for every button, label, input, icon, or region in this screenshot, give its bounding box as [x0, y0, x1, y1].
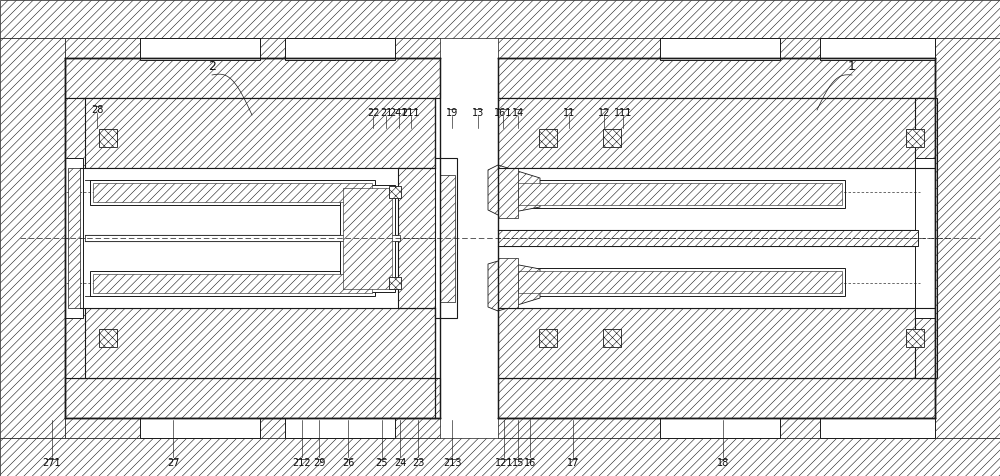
Polygon shape: [906, 129, 924, 147]
Polygon shape: [99, 129, 117, 147]
Polygon shape: [90, 271, 375, 296]
Text: 23: 23: [412, 458, 424, 468]
Polygon shape: [99, 329, 117, 347]
Polygon shape: [915, 98, 937, 378]
Polygon shape: [498, 38, 935, 60]
Text: 27: 27: [167, 458, 179, 468]
Polygon shape: [498, 258, 518, 308]
Text: 28: 28: [91, 105, 103, 115]
Polygon shape: [0, 0, 1000, 38]
Text: 241: 241: [390, 108, 408, 118]
Polygon shape: [435, 158, 457, 318]
Polygon shape: [515, 268, 845, 296]
Text: 16: 16: [524, 458, 536, 468]
Text: 15: 15: [512, 458, 524, 468]
Polygon shape: [498, 378, 935, 418]
Polygon shape: [90, 180, 375, 205]
Polygon shape: [65, 418, 440, 438]
Polygon shape: [80, 308, 435, 378]
Polygon shape: [93, 274, 372, 293]
Polygon shape: [80, 168, 400, 308]
Text: 14: 14: [512, 108, 524, 118]
Polygon shape: [820, 418, 935, 438]
Text: 22: 22: [367, 108, 379, 118]
Polygon shape: [539, 329, 557, 347]
Text: 24: 24: [394, 458, 406, 468]
Polygon shape: [389, 277, 401, 289]
Text: 21: 21: [380, 108, 392, 118]
Polygon shape: [498, 58, 935, 98]
Polygon shape: [539, 129, 557, 147]
Text: 11: 11: [563, 108, 575, 118]
Polygon shape: [93, 183, 372, 202]
Polygon shape: [915, 158, 935, 318]
Text: 25: 25: [376, 458, 388, 468]
Polygon shape: [660, 418, 780, 438]
Polygon shape: [140, 418, 260, 438]
Text: 19: 19: [446, 108, 458, 118]
Polygon shape: [85, 235, 400, 241]
Polygon shape: [498, 168, 918, 308]
Text: 212: 212: [293, 458, 311, 468]
Polygon shape: [65, 38, 440, 60]
Polygon shape: [498, 168, 518, 218]
Text: 2: 2: [208, 60, 216, 73]
Polygon shape: [343, 188, 392, 289]
Text: 12: 12: [598, 108, 610, 118]
Polygon shape: [0, 38, 65, 438]
Text: 161: 161: [494, 108, 512, 118]
Text: 29: 29: [313, 458, 325, 468]
Polygon shape: [65, 98, 85, 378]
Polygon shape: [660, 38, 780, 60]
Polygon shape: [65, 158, 83, 318]
Text: 13: 13: [472, 108, 484, 118]
Text: 271: 271: [43, 458, 61, 468]
Polygon shape: [398, 168, 440, 308]
Text: 211: 211: [402, 108, 420, 118]
Polygon shape: [498, 98, 935, 168]
Text: 18: 18: [717, 458, 729, 468]
Polygon shape: [603, 329, 621, 347]
Polygon shape: [140, 38, 260, 60]
Polygon shape: [935, 38, 1000, 438]
Polygon shape: [440, 175, 455, 302]
Polygon shape: [68, 168, 80, 308]
Polygon shape: [603, 129, 621, 147]
Text: 111: 111: [614, 108, 632, 118]
Polygon shape: [515, 180, 845, 208]
Polygon shape: [389, 186, 401, 198]
Polygon shape: [65, 378, 440, 418]
Polygon shape: [285, 418, 395, 438]
Polygon shape: [65, 58, 440, 98]
Polygon shape: [488, 165, 540, 215]
Polygon shape: [340, 185, 395, 292]
Polygon shape: [498, 230, 918, 246]
Text: 17: 17: [567, 458, 579, 468]
Polygon shape: [518, 183, 842, 205]
Polygon shape: [285, 38, 395, 60]
Polygon shape: [906, 329, 924, 347]
Polygon shape: [498, 418, 935, 438]
Text: 121: 121: [495, 458, 513, 468]
Polygon shape: [80, 98, 435, 168]
Polygon shape: [498, 308, 935, 378]
Polygon shape: [0, 438, 1000, 476]
Polygon shape: [518, 271, 842, 293]
Polygon shape: [820, 38, 935, 60]
Text: 213: 213: [443, 458, 461, 468]
Text: 26: 26: [342, 458, 354, 468]
Polygon shape: [488, 261, 540, 311]
Text: 1: 1: [848, 60, 856, 73]
